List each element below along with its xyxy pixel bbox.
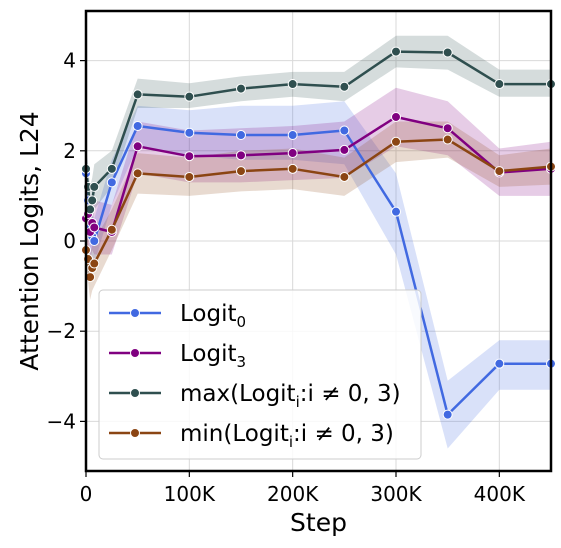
series-0-point xyxy=(287,130,298,141)
legend-marker xyxy=(130,348,140,358)
series-1-point xyxy=(339,144,350,155)
y-tick-label: −2 xyxy=(47,319,76,343)
x-tick-label: 200K xyxy=(267,482,319,506)
series-3-point xyxy=(132,168,143,179)
series-0-point xyxy=(236,130,246,141)
legend-marker xyxy=(130,428,140,438)
x-axis-label: Step xyxy=(290,508,347,537)
series-2-point xyxy=(87,195,98,206)
series-2-point xyxy=(89,181,100,192)
legend-label: min(Logiti:i ≠ 0, 3) xyxy=(180,421,394,451)
series-0-point xyxy=(106,177,117,188)
legend-label: max(Logiti:i ≠ 0, 3) xyxy=(180,381,401,411)
series-0-point xyxy=(442,409,453,420)
series-3-point xyxy=(391,136,401,147)
series-2-point xyxy=(106,163,117,174)
series-1-point xyxy=(89,222,100,233)
legend-label: Logit3 xyxy=(180,341,246,371)
series-3-point xyxy=(89,258,100,269)
series-3-point xyxy=(287,163,298,174)
x-axis-ticks: 0 100K 200K 300K 400K xyxy=(80,471,526,506)
series-0-point xyxy=(391,206,401,217)
y-tick-label: 4 xyxy=(63,49,76,73)
series-2-point xyxy=(132,89,143,100)
legend-marker xyxy=(130,388,140,398)
legend-box xyxy=(98,289,422,460)
legend-marker xyxy=(130,308,140,318)
legend-label: Logit0 xyxy=(180,301,246,331)
series-3-point xyxy=(494,166,505,177)
series-1-point xyxy=(132,141,143,152)
series-2-point xyxy=(339,81,350,92)
y-axis-ticks: −4 −2 0 2 4 xyxy=(47,49,86,433)
series-0-point xyxy=(132,121,143,131)
series-2-point xyxy=(236,83,246,94)
series-1-point xyxy=(287,148,298,159)
y-tick-label: 2 xyxy=(63,139,76,163)
x-tick-label: 0 xyxy=(80,482,93,506)
x-tick-label: 400K xyxy=(474,482,526,506)
series-1-point xyxy=(236,150,246,161)
series-1-point xyxy=(442,123,453,134)
x-tick-label: 100K xyxy=(164,482,216,506)
series-3-point xyxy=(184,171,195,182)
series-3-band xyxy=(86,121,551,300)
series-2-point xyxy=(287,79,298,90)
series-0-point xyxy=(494,358,505,369)
x-tick-label: 300K xyxy=(370,482,422,506)
y-axis-label: Attention Logits, L24 xyxy=(15,111,44,370)
series-2-band xyxy=(86,35,551,232)
y-tick-label: −4 xyxy=(47,409,76,433)
series-3-point xyxy=(339,171,350,182)
series-3-point xyxy=(106,224,117,235)
series-1-point xyxy=(391,111,401,122)
series-0-point xyxy=(184,127,195,138)
legend: Logit0 Logit3 max(Logiti:i ≠ 0, 3) min(Logi… xyxy=(98,289,422,460)
series-2-point xyxy=(391,46,401,57)
series-2-point xyxy=(442,47,453,58)
series-1-point xyxy=(184,151,195,162)
y-tick-label: 0 xyxy=(63,229,76,253)
series-0-point xyxy=(89,236,100,246)
series-3-point xyxy=(236,166,246,177)
series-3-point xyxy=(442,134,453,145)
series-2-point xyxy=(184,91,195,102)
series-0-point xyxy=(339,125,350,136)
series-2-point xyxy=(494,79,505,90)
